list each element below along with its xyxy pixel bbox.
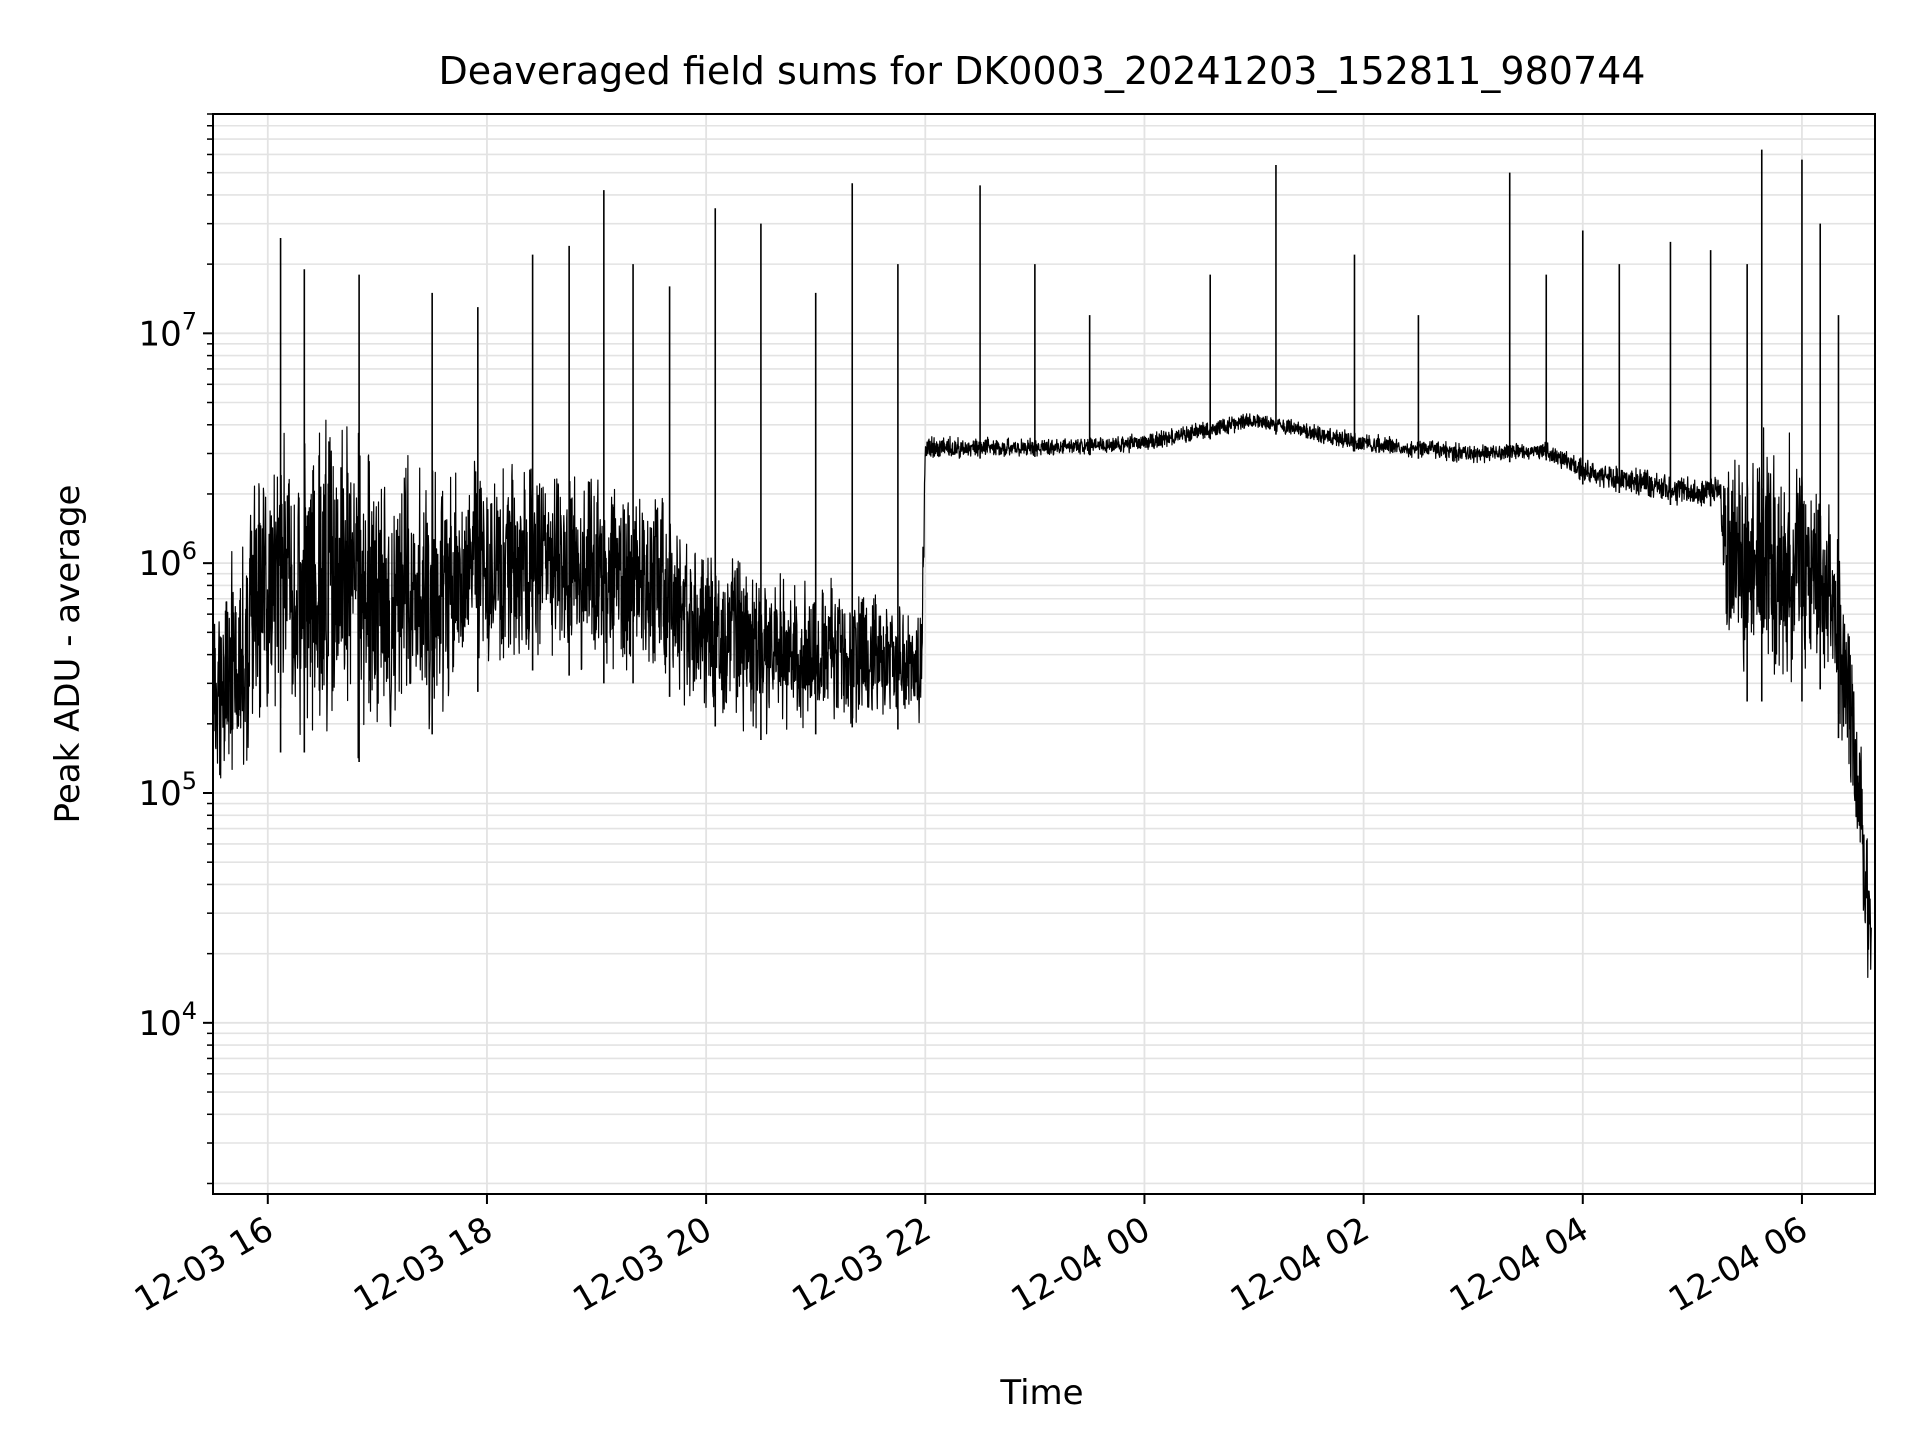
y-tick-label: 105 [138, 767, 197, 814]
chart-title: Deaveraged field sums for DK0003_2024120… [438, 49, 1645, 93]
y-tick-label: 107 [138, 307, 197, 354]
x-tick-label: 12-03 16 [128, 1209, 280, 1320]
y-tick-label: 104 [138, 997, 197, 1044]
x-tick-label: 12-04 04 [1443, 1209, 1595, 1320]
x-tick-label: 12-04 02 [1224, 1209, 1376, 1320]
grid-lines [213, 113, 1875, 1194]
x-tick-label: 12-04 00 [1005, 1209, 1157, 1320]
series-trace [212, 413, 1872, 978]
y-axis-label: Peak ADU - average [48, 485, 88, 824]
y-tick-label: 106 [138, 537, 197, 584]
x-tick-label: 12-03 18 [347, 1209, 499, 1320]
x-tick-label: 12-03 20 [566, 1209, 718, 1320]
x-axis: 12-03 16 12-03 18 12-03 20 12-03 22 12-04 00… [128, 1194, 1814, 1320]
y-axis: 104 105 106 107 [138, 113, 213, 1185]
x-tick-label: 12-03 22 [785, 1209, 937, 1320]
x-axis-label: Time [999, 1373, 1083, 1413]
series-line [212, 149, 1872, 978]
x-tick-label: 12-04 06 [1662, 1209, 1814, 1320]
